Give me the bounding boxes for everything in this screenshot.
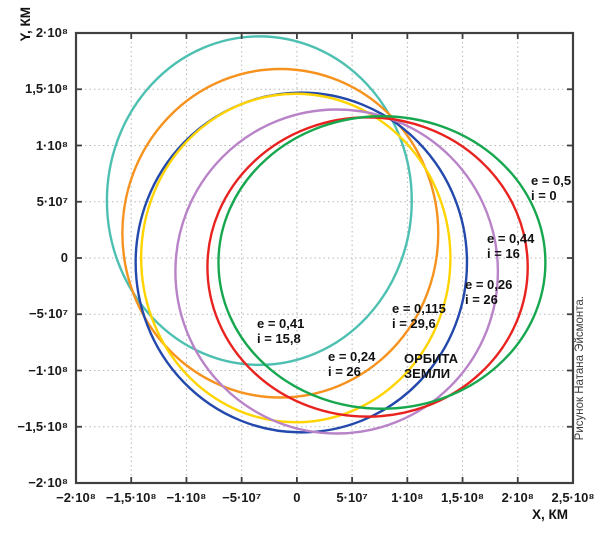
x-tick-label: 1·10⁸ [391,490,424,505]
annotation-blue: e = 0,115 i = 29,6 [392,301,446,331]
x-tick-label: −1·10⁸ [166,490,207,505]
y-tick-label: 0 [60,250,68,265]
annotation-yellow: ОРБИТА ЗЕМЛИ [404,351,458,381]
y-tick-label: −2·10⁸ [28,475,68,490]
annotation-teal: e = 0,41 i = 15,8 [257,316,304,346]
y-tick-label: −5·10⁷ [29,306,68,322]
annotation-line: i = 15,8 [257,331,301,346]
x-tick-label: −2·10⁸ [56,490,96,505]
annotation-line: i = 16 [487,246,520,261]
annotation-line: e = 0,41 [257,316,305,331]
annotation-line: i = 0 [531,188,557,203]
x-tick-label: −5·10⁷ [222,490,262,505]
annotation-line: e = 0,24 [328,349,376,364]
annotation-line: e = 0,44 [487,231,535,246]
annotation-line: e = 0,115 [392,301,446,316]
annotation-line: ОРБИТА [404,351,458,366]
annotation-line: i = 26 [465,292,498,307]
orbit-green [217,115,547,410]
annotation-orange: e = 0,24 i = 26 [328,349,375,379]
annotation-line: i = 29,6 [392,316,436,331]
x-tick-label: 1,5·10⁸ [441,490,485,505]
orbit-orange [121,67,440,399]
x-tick-label: 2,5·10⁸ [551,490,595,505]
y-tick-label: −1,5·10⁸ [17,418,68,434]
y-tick-label: 2·10⁸ [35,25,68,40]
x-axis-title: X, КМ [532,507,568,522]
figure-credit: Рисунок Натана Эйсмонта. [574,296,586,441]
x-tick-label: −1,5·10⁸ [105,490,157,505]
x-tick-label: 0 [293,490,301,505]
annotation-line: e = 0,5 [531,173,572,188]
y-tick-label: 1,5·10⁸ [24,81,68,97]
orbit-yellow [139,92,452,424]
annotation-green: e = 0,5 i = 0 [531,173,571,203]
annotation-red: e = 0,44 i = 16 [487,231,534,261]
annotation-line: i = 26 [328,364,361,379]
annotation-purple: e = 0,26 i = 26 [465,277,512,307]
orbit-teal [105,35,413,367]
orbit-blue [134,91,469,434]
x-tick-label: 5·10⁷ [336,490,368,505]
y-tick-label: −1·10⁸ [28,362,68,378]
x-tick-label: 2·10⁸ [501,490,534,505]
y-tick-label: 5·10⁷ [36,193,68,209]
orbit-purple [174,108,500,435]
y-tick-label: 1·10⁸ [35,137,68,153]
annotation-line: e = 0,26 [465,277,513,292]
annotation-line: ЗЕМЛИ [404,366,451,381]
